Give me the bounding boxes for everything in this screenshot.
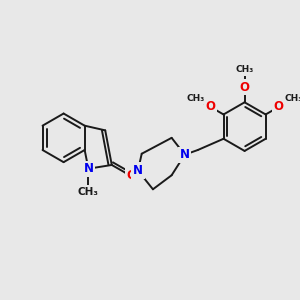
Text: O: O xyxy=(274,100,284,113)
Text: N: N xyxy=(83,162,93,175)
Text: CH₃: CH₃ xyxy=(285,94,300,103)
Text: CH₃: CH₃ xyxy=(78,187,99,197)
Text: CH₃: CH₃ xyxy=(236,65,254,74)
Text: CH₃: CH₃ xyxy=(186,94,204,103)
Text: N: N xyxy=(180,148,190,161)
Text: N: N xyxy=(133,164,143,177)
Text: O: O xyxy=(240,81,250,94)
Text: O: O xyxy=(206,100,216,113)
Text: O: O xyxy=(126,169,136,182)
